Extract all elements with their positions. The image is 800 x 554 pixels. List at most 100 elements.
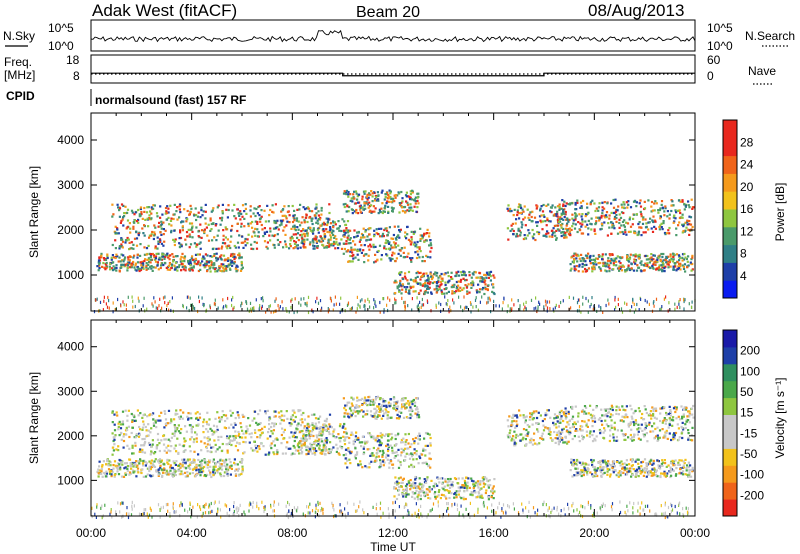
power-cell xyxy=(376,191,379,194)
power-cell xyxy=(313,237,316,240)
power-cell xyxy=(146,258,149,261)
velocity-cell xyxy=(165,446,168,449)
power-cell xyxy=(425,272,428,275)
power-cell xyxy=(551,204,554,207)
velocity-cell xyxy=(353,455,357,458)
velocity-cell xyxy=(163,426,166,429)
power-cell xyxy=(321,306,323,310)
power-cell xyxy=(147,244,150,247)
power-cell xyxy=(364,230,367,233)
velocity-cell xyxy=(379,434,382,438)
power-cell xyxy=(218,265,221,268)
power-cell xyxy=(371,195,374,198)
power-cell xyxy=(311,308,313,312)
velocity-cell xyxy=(167,444,170,447)
velocity-cell xyxy=(105,472,108,475)
velocity-cell xyxy=(402,489,405,492)
velocity-cell xyxy=(436,484,439,487)
power-cell xyxy=(351,200,354,203)
power-cell xyxy=(273,221,276,224)
power-cell xyxy=(676,305,678,309)
power-cell xyxy=(189,243,193,246)
power-cell xyxy=(435,291,438,294)
velocity-cell xyxy=(338,425,342,428)
power-cell xyxy=(686,223,689,226)
velocity-cell xyxy=(355,453,359,456)
power-cell xyxy=(678,221,681,224)
velocity-cell xyxy=(128,473,131,476)
velocity-cell xyxy=(449,477,452,481)
velocity-cell xyxy=(369,454,372,457)
power-cell xyxy=(570,267,573,270)
power-cell xyxy=(146,307,148,311)
power-cell xyxy=(167,207,170,210)
power-cell xyxy=(284,240,287,243)
velocity-cell xyxy=(210,446,213,449)
power-cell xyxy=(523,308,525,312)
velocity-cell xyxy=(98,460,101,463)
velocity-cell xyxy=(352,440,355,443)
velocity-cell xyxy=(157,474,160,477)
power-cell xyxy=(426,282,430,285)
velocity-cell xyxy=(342,454,345,457)
power-cell xyxy=(340,296,342,300)
power-cell xyxy=(675,211,678,214)
power-cell xyxy=(620,224,623,227)
power-cell xyxy=(297,239,300,242)
velocity-cell xyxy=(228,441,231,444)
power-cell xyxy=(644,298,646,303)
power-cell xyxy=(408,209,411,213)
power-cell xyxy=(166,205,169,208)
velocity-cell xyxy=(220,416,223,419)
power-cell xyxy=(211,255,214,258)
velocity-cell xyxy=(300,443,303,446)
power-cell xyxy=(112,310,114,314)
power-cell xyxy=(459,280,462,283)
velocity-cell xyxy=(228,458,231,461)
power-cell xyxy=(129,231,132,234)
velocity-cell xyxy=(161,475,164,478)
velocity-cell xyxy=(224,466,228,469)
power-cell xyxy=(125,308,127,312)
power-cell xyxy=(650,253,653,256)
velocity-cell xyxy=(421,462,424,465)
power-cell xyxy=(430,291,433,294)
power-cell xyxy=(269,304,271,308)
power-cell xyxy=(106,256,109,260)
velocity-cell xyxy=(205,420,208,423)
power-cell xyxy=(105,265,108,268)
velocity-cell xyxy=(276,451,279,454)
power-cell xyxy=(150,265,153,268)
power-cell xyxy=(409,240,412,243)
power-cell xyxy=(541,220,544,223)
power-cell xyxy=(361,234,365,237)
power-cell xyxy=(556,224,559,227)
power-cell xyxy=(429,272,432,275)
velocity-cell xyxy=(109,461,112,464)
velocity-cell xyxy=(257,429,260,432)
velocity-cell xyxy=(380,442,383,445)
velocity-cell xyxy=(186,459,189,463)
power-cell xyxy=(619,262,622,265)
velocity-cell xyxy=(302,435,305,438)
power-cell xyxy=(635,308,637,312)
velocity-cell xyxy=(194,431,197,434)
velocity-cell xyxy=(296,444,299,447)
velocity-cell xyxy=(455,493,458,496)
power-cell xyxy=(661,255,664,259)
power-cell xyxy=(317,210,320,213)
power-cell xyxy=(384,205,387,208)
power-cell xyxy=(203,304,205,308)
power-cell xyxy=(357,230,360,234)
power-cell xyxy=(669,255,672,258)
power-cell xyxy=(364,190,367,193)
velocity-cell xyxy=(387,433,390,436)
power-cell xyxy=(115,264,118,267)
power-cell xyxy=(615,217,618,220)
power-cell xyxy=(393,243,397,246)
power-cell xyxy=(383,247,386,250)
velocity-cell xyxy=(412,486,415,489)
power-cell xyxy=(216,270,219,273)
power-cell xyxy=(642,264,646,267)
velocity-cell xyxy=(353,438,357,441)
